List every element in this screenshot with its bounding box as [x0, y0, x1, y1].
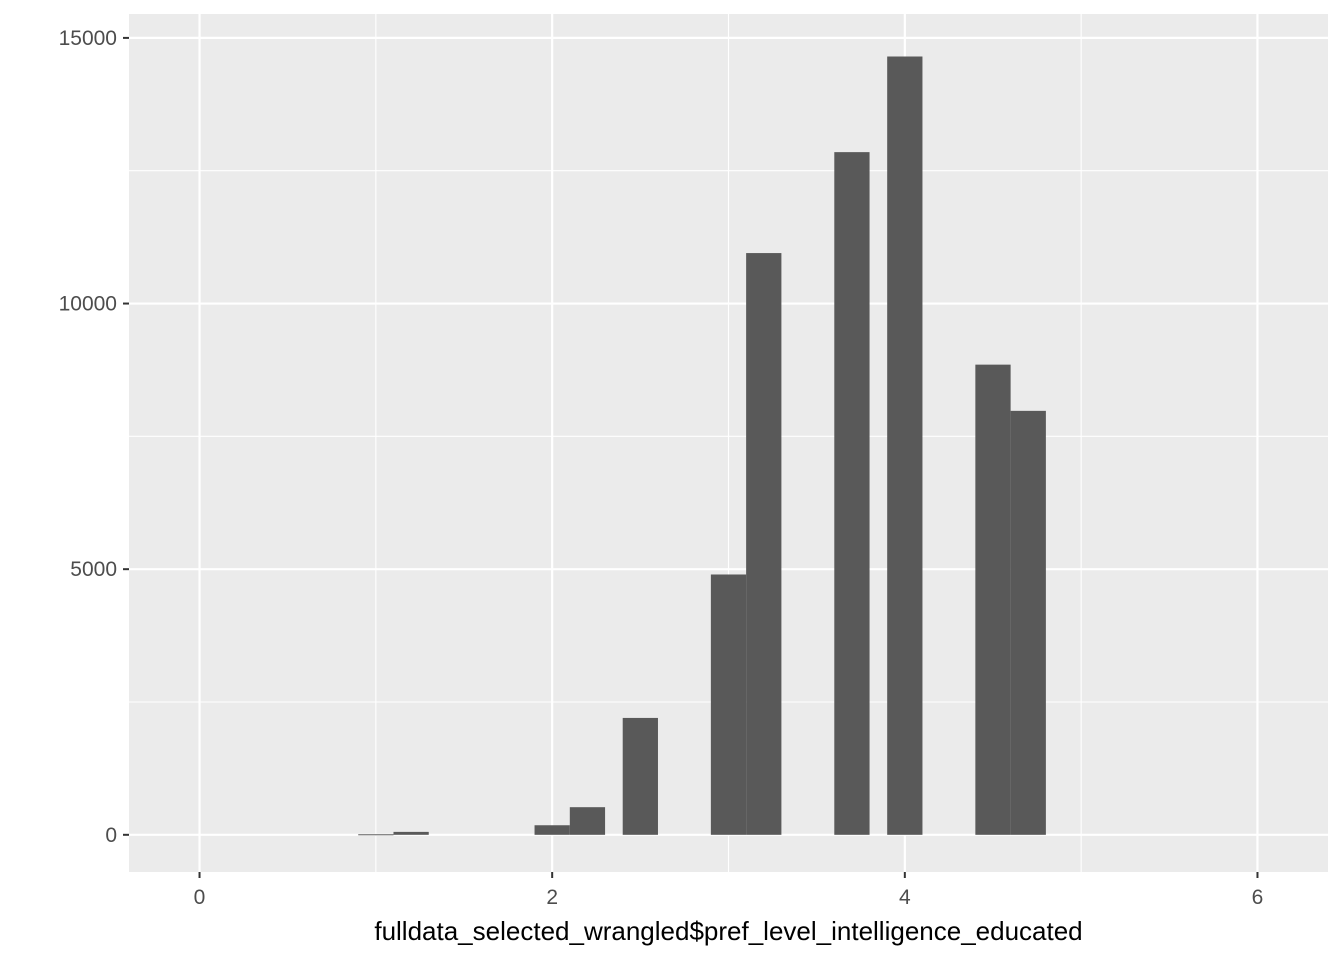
bar: [746, 253, 782, 835]
x-tick-label: 6: [1252, 886, 1264, 909]
bar: [569, 807, 606, 835]
y-tick-label: 0: [105, 824, 117, 847]
x-tick-label: 0: [194, 886, 206, 909]
x-tick-label: 4: [899, 886, 911, 909]
bar: [622, 717, 658, 835]
bar: [1010, 410, 1046, 835]
bar: [710, 574, 747, 835]
bar: [358, 834, 394, 836]
y-axis: 0 5000 10000 15000: [59, 27, 129, 847]
y-tick-label: 15000: [59, 27, 117, 50]
y-tick-label: 10000: [59, 293, 117, 316]
x-axis: 0 2 4 6: [194, 872, 1264, 909]
x-tick-label: 2: [546, 886, 558, 909]
bar: [975, 364, 1011, 835]
bar: [393, 831, 429, 835]
bar: [887, 56, 923, 835]
bar: [534, 825, 570, 835]
bars: [358, 56, 1046, 836]
y-tick-label: 5000: [70, 558, 117, 581]
x-axis-title: fulldata_selected_wrangled$pref_level_in…: [374, 916, 1082, 946]
bar: [834, 152, 870, 835]
